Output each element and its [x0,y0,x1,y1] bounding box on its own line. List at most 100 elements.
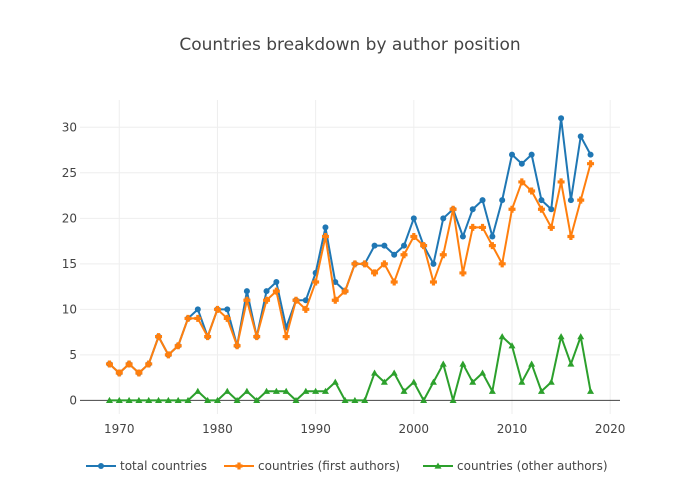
data-point [351,260,359,268]
series-line [108,163,592,375]
legend-label: countries (first authors) [258,459,400,473]
data-point [233,342,241,350]
data-point [587,160,595,168]
series-3 [105,333,595,403]
legend-swatch-marker [235,462,243,470]
data-point [164,396,172,403]
data-point [361,396,369,403]
data-point [479,223,487,231]
grid [80,100,620,414]
data-point [223,314,231,322]
data-point [420,242,428,250]
data-point [479,369,487,376]
data-point [449,396,457,403]
data-point [410,378,418,385]
data-point [557,333,565,340]
series-2 [105,160,595,377]
y-tick-label: 15 [62,257,77,271]
data-point [469,223,477,231]
data-point [115,396,123,403]
data-point [577,133,584,140]
data-point [115,369,123,377]
data-point [439,251,447,259]
data-point [489,233,496,240]
data-point [400,387,408,394]
data-point [145,360,153,368]
data-point [263,296,271,304]
data-point [223,387,231,394]
data-point [577,333,585,340]
data-point [410,233,418,241]
data-point [155,396,163,403]
data-point [401,242,407,249]
data-point [390,369,398,376]
data-point [518,178,526,186]
data-point [577,196,585,204]
y-tick-label: 10 [62,302,77,316]
x-tick-label: 2000 [399,422,430,436]
data-point [272,287,280,295]
x-tick-label: 2010 [497,422,528,436]
axes: 1970 1980 1990 2000 2010 2020 0 5 10 15 20 25 30 [62,120,626,436]
data-point [331,378,339,385]
data-point [174,396,182,403]
data-point [253,396,261,403]
data-point [439,360,447,367]
data-point [429,278,437,286]
data-point [429,378,437,385]
data-point [528,151,535,158]
data-point [155,333,163,341]
data-point [312,387,320,394]
data-point [371,369,379,376]
series-layer [105,115,595,403]
data-point [135,369,143,377]
data-point [537,205,545,213]
y-tick-label: 5 [69,348,77,362]
data-point [194,387,202,394]
data-point [272,387,280,394]
data-point [282,387,290,394]
data-point [253,333,261,341]
legend-label: total countries [120,459,207,473]
data-point [164,351,172,359]
data-point [233,396,241,403]
data-point [488,387,496,394]
data-point [184,396,192,403]
data-point [263,288,270,295]
data-point [125,360,133,368]
data-point [125,396,133,403]
data-point [547,223,555,231]
data-point [567,197,574,204]
legend-item[interactable]: total countries [86,459,207,473]
data-point [322,224,329,231]
x-tick-label: 1970 [104,422,135,436]
data-point [105,360,113,368]
data-point [381,242,388,249]
data-point [184,314,192,322]
data-point [213,396,221,403]
data-point [459,233,466,240]
data-point [528,187,536,195]
x-tick-label: 1990 [300,422,331,436]
series-1 [106,115,594,377]
data-point [567,360,575,367]
data-point [459,269,467,277]
data-point [410,215,417,222]
data-point [488,242,496,250]
data-point [469,378,477,385]
data-point [469,206,476,213]
data-point [332,279,339,286]
data-point [292,396,300,403]
data-point [194,306,201,313]
data-point [400,251,408,259]
data-point [440,215,447,222]
legend-item[interactable]: countries (first authors) [224,459,400,473]
data-point [371,269,379,277]
data-point [145,396,153,403]
x-tick-label: 1980 [202,422,233,436]
data-point [204,396,212,403]
legend-item[interactable]: countries (other authors) [423,459,608,473]
data-point [302,305,310,313]
data-point [331,296,339,304]
y-tick-label: 20 [62,211,77,225]
